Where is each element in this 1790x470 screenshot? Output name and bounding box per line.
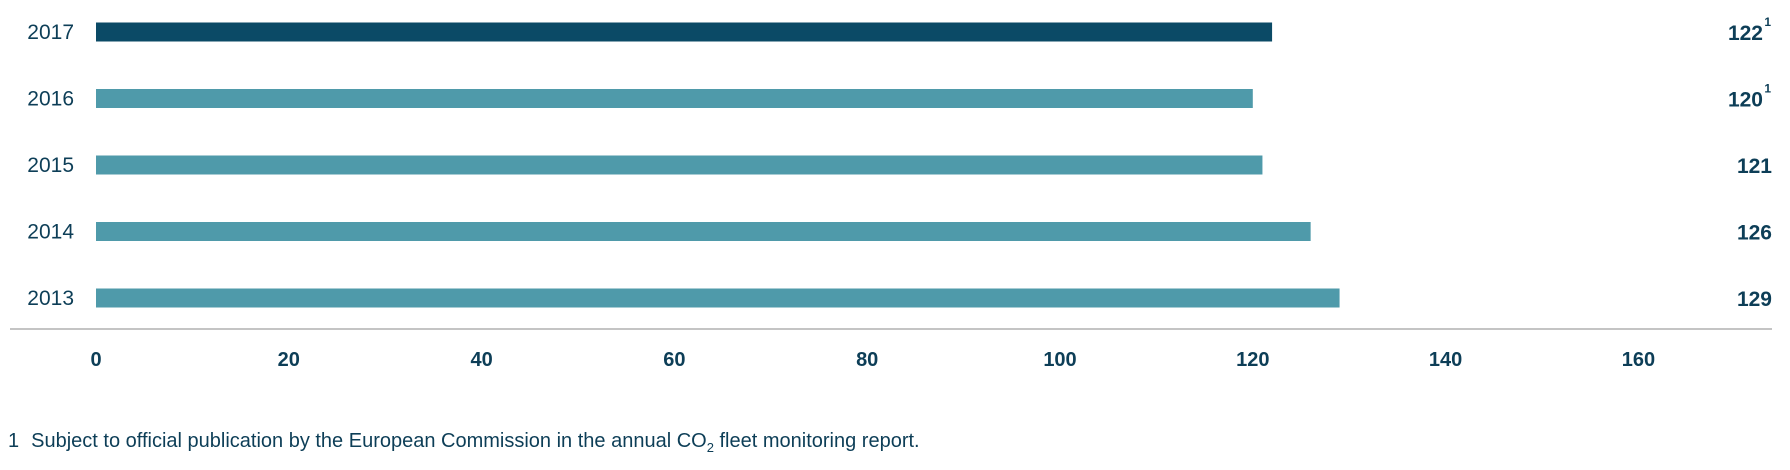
x-tick-label-160: 160 xyxy=(1622,349,1655,371)
x-tick-label-120: 120 xyxy=(1236,349,1269,371)
value-superscript-2017: 1 xyxy=(1764,15,1771,29)
bar-2016 xyxy=(96,89,1253,108)
value-label-2014: 126 xyxy=(1737,222,1772,245)
category-label-2017: 2017 xyxy=(27,21,74,44)
bar-2013 xyxy=(96,288,1340,308)
bar-2017 xyxy=(96,22,1273,42)
footnote-subscript: 2 xyxy=(706,440,714,455)
category-label-2016: 2016 xyxy=(27,88,74,111)
value-label-2017: 122 xyxy=(1728,22,1763,45)
category-label-2013: 2013 xyxy=(27,287,74,310)
footnote-text-before: Subject to official publication by the E… xyxy=(31,430,707,452)
x-tick-label-0: 0 xyxy=(90,349,101,371)
category-label-2015: 2015 xyxy=(27,154,74,177)
x-tick-label-60: 60 xyxy=(663,349,685,371)
footnote: 1 Subject to official publication by the … xyxy=(8,430,920,455)
value-label-2016: 120 xyxy=(1728,89,1763,112)
value-label-2013: 129 xyxy=(1737,288,1772,311)
x-tick-label-80: 80 xyxy=(856,349,878,371)
x-tick-label-100: 100 xyxy=(1043,349,1076,371)
x-tick-label-20: 20 xyxy=(278,349,300,371)
value-label-2015: 121 xyxy=(1737,155,1772,178)
x-tick-label-140: 140 xyxy=(1429,349,1462,371)
x-tick-label-40: 40 xyxy=(470,349,492,371)
bar-2015 xyxy=(96,155,1263,175)
value-superscript-2016: 1 xyxy=(1764,82,1771,96)
bar-2014 xyxy=(96,222,1311,241)
category-label-2014: 2014 xyxy=(27,221,74,244)
footnote-marker: 1 xyxy=(8,430,20,452)
footnote-text-after: fleet monitoring report. xyxy=(713,430,920,452)
